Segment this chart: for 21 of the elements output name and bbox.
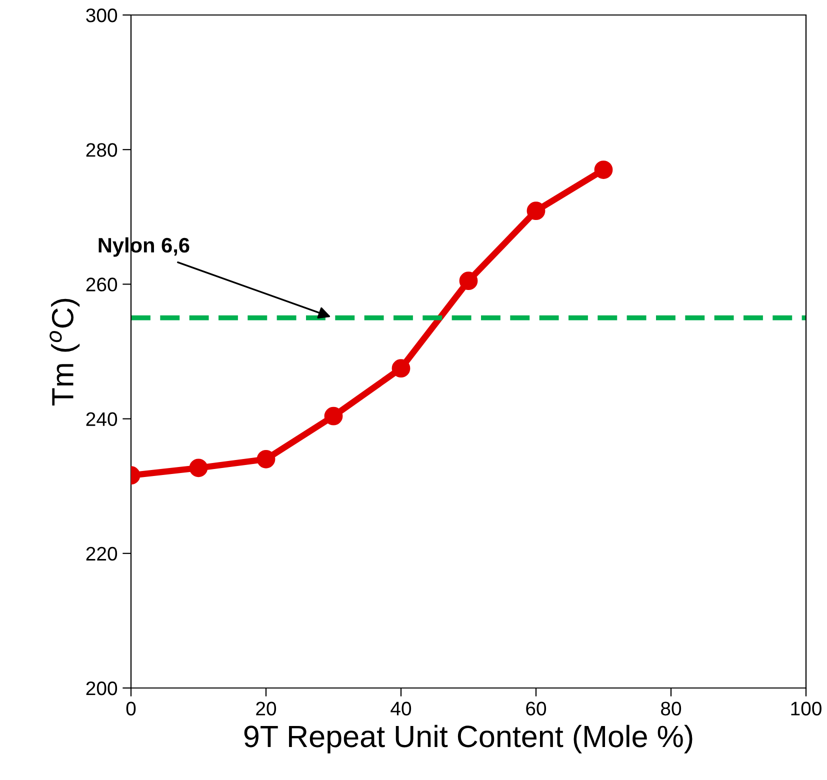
- x-tick-label: 20: [256, 702, 276, 716]
- x-tick-label: 100: [791, 702, 822, 716]
- y-tick-label: 200: [86, 681, 118, 696]
- y-tick-label: 260: [86, 278, 118, 292]
- point: [256, 450, 276, 468]
- x-tick-label: 60: [526, 702, 546, 716]
- y-tick-label: 280: [86, 143, 118, 157]
- y-tick-label: 220: [86, 546, 118, 561]
- y-tick-label: 240: [86, 412, 118, 426]
- x-tick-label: 0: [126, 702, 136, 716]
- y-axis-title: Tm ($^{o}$C): [50, 298, 80, 406]
- x-axis-title: 9T Repeat Unit Content (Mole %): [244, 724, 692, 754]
- point: [594, 160, 613, 179]
- x-tick-label: 80: [661, 702, 682, 716]
- point: [526, 202, 546, 220]
- point: [459, 272, 478, 290]
- x-tick-label: 40: [390, 702, 412, 716]
- point: [392, 359, 410, 378]
- y-tick-label: 300: [86, 8, 118, 22]
- point: [189, 458, 208, 478]
- point: [324, 406, 343, 426]
